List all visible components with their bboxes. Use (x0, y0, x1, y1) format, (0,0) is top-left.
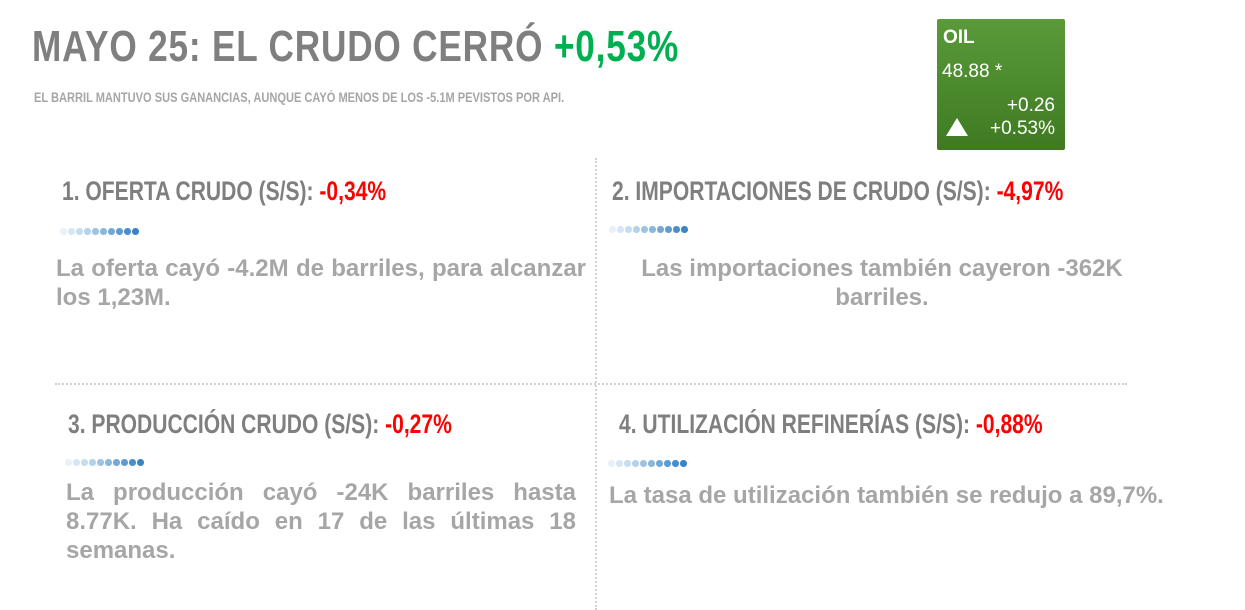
dot (624, 460, 631, 467)
dot (673, 226, 680, 233)
dot (60, 228, 67, 235)
heading-value: -4,97% (996, 176, 1064, 206)
dots-divider (65, 459, 144, 466)
dot (113, 459, 120, 466)
dots-divider (60, 228, 139, 235)
section-text-produccion: La producción cayó -24K barriles hasta 8… (66, 479, 576, 564)
section-heading-refinerias: 4. UTILIZACIÓN REFINERÍAS (S/S): -0,88% (619, 409, 1043, 440)
dot (681, 226, 688, 233)
dots-divider (608, 460, 687, 467)
dot (73, 459, 80, 466)
heading-label: 1. OFERTA CRUDO (S/S): (62, 176, 314, 206)
dot (632, 460, 639, 467)
dot (648, 460, 655, 467)
heading-label: 4. UTILIZACIÓN REFINERÍAS (S/S): (619, 409, 971, 439)
dot (625, 226, 632, 233)
dot (609, 226, 616, 233)
page-title: MAYO 25: EL CRUDO CERRÓ +0,53% (32, 22, 679, 72)
dot (129, 459, 136, 466)
section-text-refinerias: La tasa de utilización también se redujo… (609, 482, 1164, 509)
section-text-importaciones: Las importaciones también cayeron -362K … (641, 255, 1123, 311)
title-text: MAYO 25: EL CRUDO CERRÓ (32, 22, 544, 71)
dot (97, 459, 104, 466)
dot (89, 459, 96, 466)
subtitle: EL BARRIL MANTUVO SUS GANANCIAS, AUNQUE … (34, 90, 565, 105)
dot (108, 228, 115, 235)
dot (633, 226, 640, 233)
dot (640, 460, 647, 467)
dots-divider (609, 226, 688, 233)
dot (649, 226, 656, 233)
dot (100, 228, 107, 235)
oil-ticker: OIL 48.88 * +0.26 +0.53% (937, 19, 1065, 150)
dot (116, 228, 123, 235)
section-heading-oferta: 1. OFERTA CRUDO (S/S): -0,34% (62, 176, 386, 207)
dot (616, 460, 623, 467)
triangle-up-icon (946, 118, 968, 136)
heading-label: 2. IMPORTACIONES DE CRUDO (S/S): (612, 176, 991, 206)
dot (672, 460, 679, 467)
dot (121, 459, 128, 466)
dot (68, 228, 75, 235)
heading-value: -0,27% (385, 409, 452, 439)
dot (132, 228, 139, 235)
dot (641, 226, 648, 233)
dot (665, 226, 672, 233)
ticker-symbol: OIL (943, 27, 975, 48)
section-heading-produccion: 3. PRODUCCIÓN CRUDO (S/S): -0,27% (68, 409, 452, 440)
heading-value: -0,34% (319, 176, 387, 206)
dot (137, 459, 144, 466)
dot (81, 459, 88, 466)
dot (92, 228, 99, 235)
heading-label: 3. PRODUCCIÓN CRUDO (S/S): (68, 409, 380, 439)
ticker-change: +0.26 (1006, 95, 1055, 116)
dot (680, 460, 687, 467)
dot (657, 226, 664, 233)
section-heading-importaciones: 2. IMPORTACIONES DE CRUDO (S/S): -4,97% (612, 176, 1063, 207)
dot (664, 460, 671, 467)
title-change: +0,53% (553, 22, 680, 71)
dot (608, 460, 615, 467)
dot (617, 226, 624, 233)
dot (65, 459, 72, 466)
ticker-change-pct: +0.53% (990, 118, 1055, 139)
divider-horizontal (55, 383, 1127, 385)
dot (656, 460, 663, 467)
dot (76, 228, 83, 235)
dot (105, 459, 112, 466)
ticker-price: 48.88 * (942, 61, 1003, 82)
heading-value: -0,88% (975, 409, 1043, 439)
dot (124, 228, 131, 235)
dot (84, 228, 91, 235)
section-text-oferta: La oferta cayó -4.2M de barriles, para a… (56, 255, 586, 311)
